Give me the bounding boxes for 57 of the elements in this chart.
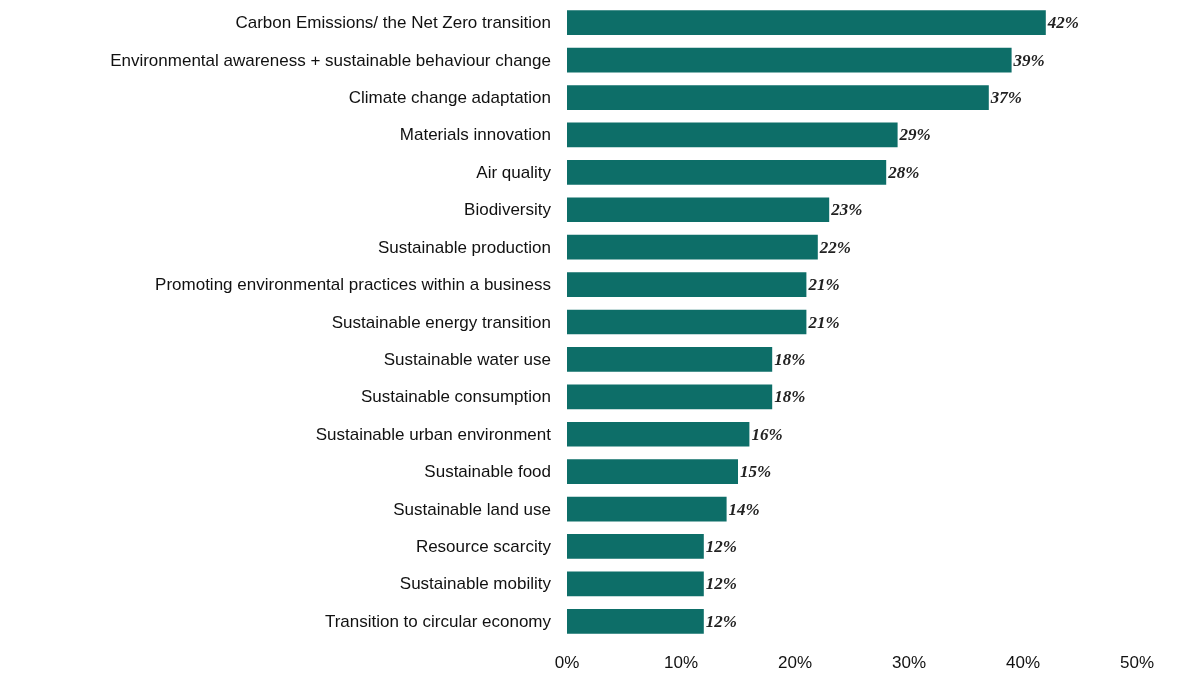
bar bbox=[567, 309, 807, 335]
bar bbox=[567, 234, 818, 260]
bar bbox=[567, 571, 704, 597]
y-tick-label: Air quality bbox=[476, 162, 552, 182]
data-label: 14% bbox=[728, 499, 760, 519]
y-tick-label: Sustainable water use bbox=[383, 349, 551, 369]
data-label: 18% bbox=[774, 387, 806, 407]
x-tick-label: 20% bbox=[777, 653, 813, 672]
bar bbox=[567, 421, 750, 447]
data-label: 21% bbox=[807, 275, 840, 295]
data-label: 28% bbox=[887, 162, 920, 182]
bar bbox=[567, 197, 830, 223]
y-tick-label: Sustainable food bbox=[424, 462, 551, 482]
y-tick-label: Sustainable land use bbox=[393, 499, 551, 519]
y-tick-label: Climate change adaptation bbox=[348, 88, 551, 108]
y-tick-label: Sustainable energy transition bbox=[331, 312, 551, 332]
bar bbox=[567, 534, 704, 559]
bar bbox=[567, 496, 727, 522]
y-tick-label: Biodiversity bbox=[464, 200, 552, 220]
bar bbox=[567, 347, 773, 372]
x-tick-label: 0% bbox=[554, 653, 580, 672]
y-tick-label: Sustainable mobility bbox=[399, 574, 552, 594]
data-label: 29% bbox=[898, 125, 931, 145]
data-label: 15% bbox=[740, 462, 772, 482]
data-label: 23% bbox=[830, 200, 863, 220]
x-tick-label: 50% bbox=[1119, 653, 1155, 672]
data-label: 22% bbox=[818, 237, 851, 257]
data-label: 12% bbox=[705, 536, 737, 556]
y-tick-label: Sustainable production bbox=[378, 237, 551, 257]
y-tick-label: Sustainable urban environment bbox=[315, 424, 552, 444]
y-tick-label: Carbon Emissions/ the Net Zero transition bbox=[235, 13, 551, 33]
data-label: 39% bbox=[1012, 50, 1045, 70]
bar bbox=[567, 85, 989, 110]
y-tick-label: Promoting environmental practices within a business bbox=[155, 275, 551, 295]
y-tick-label: Transition to circular economy bbox=[324, 611, 552, 631]
data-label: 12% bbox=[705, 574, 737, 594]
x-tick-label: 40% bbox=[1005, 653, 1041, 672]
bar bbox=[567, 384, 773, 410]
y-tick-label: Resource scarcity bbox=[415, 536, 552, 556]
data-label: 21% bbox=[807, 312, 840, 332]
x-tick-label: 10% bbox=[663, 653, 699, 672]
data-label: 16% bbox=[751, 424, 783, 444]
y-tick-label: Environmental awareness + sustainable behaviour change bbox=[110, 50, 551, 70]
data-label: 42% bbox=[1046, 13, 1079, 33]
bar bbox=[567, 10, 1046, 36]
bar bbox=[567, 272, 807, 297]
bar bbox=[567, 160, 887, 185]
x-tick-label: 30% bbox=[891, 653, 927, 672]
bar bbox=[567, 459, 738, 484]
data-label: 18% bbox=[774, 349, 806, 369]
bar bbox=[567, 47, 1012, 73]
bar bbox=[567, 608, 704, 634]
bar bbox=[567, 122, 898, 148]
data-label: 37% bbox=[989, 88, 1022, 108]
y-tick-label: Materials innovation bbox=[399, 125, 551, 145]
y-tick-label: Sustainable consumption bbox=[361, 387, 551, 407]
data-label: 12% bbox=[705, 611, 737, 631]
